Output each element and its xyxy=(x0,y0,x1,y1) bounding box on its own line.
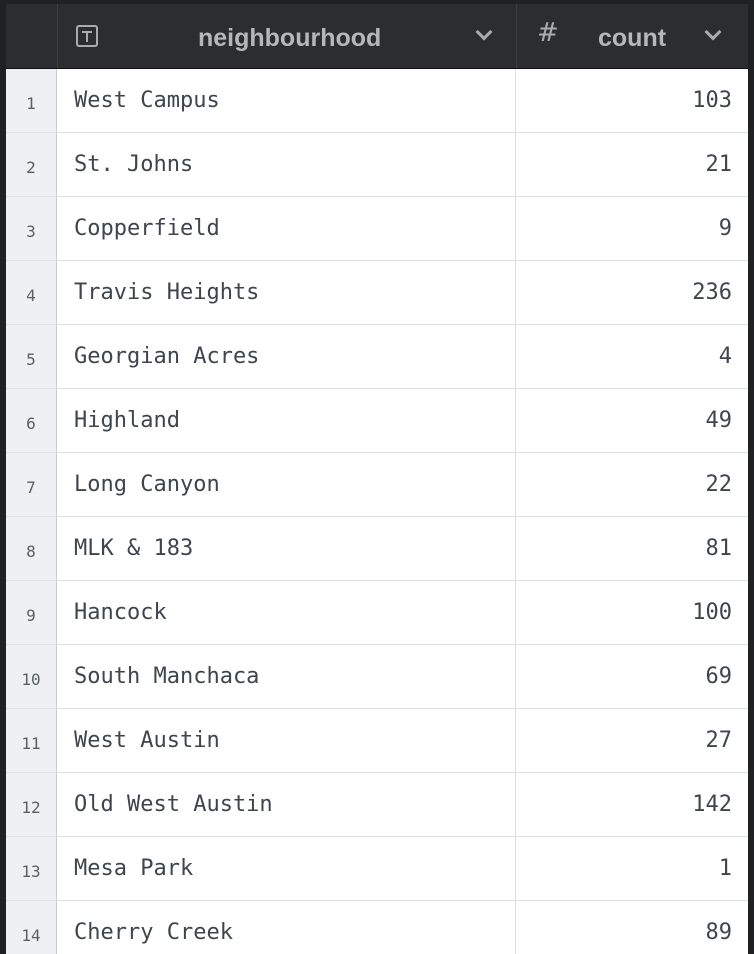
table-row[interactable]: 11 West Austin 27 xyxy=(6,709,748,773)
neighbourhood-cell[interactable]: South Manchaca xyxy=(58,645,516,708)
neighbourhood-cell[interactable]: Hancock xyxy=(58,581,516,644)
neighbourhood-cell[interactable]: Cherry Creek xyxy=(58,901,516,954)
neighbourhood-cell[interactable]: Old West Austin xyxy=(58,773,516,836)
table-row[interactable]: 4 Travis Heights 236 xyxy=(6,261,748,325)
row-number: 10 xyxy=(6,645,57,708)
count-cell[interactable]: 1 xyxy=(718,856,732,881)
row-number: 13 xyxy=(6,837,57,900)
table-row[interactable]: 9 Hancock 100 xyxy=(6,581,748,645)
table-row[interactable]: 1 West Campus 103 xyxy=(6,69,748,133)
table-row[interactable]: 3 Copperfield 9 xyxy=(6,197,748,261)
count-cell[interactable]: 103 xyxy=(692,88,732,113)
table-row[interactable]: 10 South Manchaca 69 xyxy=(6,645,748,709)
count-cell[interactable]: 89 xyxy=(705,920,733,945)
column-label: count xyxy=(598,24,667,52)
row-number: 9 xyxy=(6,581,57,644)
table-row[interactable]: 8 MLK & 183 81 xyxy=(6,517,748,581)
neighbourhood-cell[interactable]: St. Johns xyxy=(58,133,516,196)
chevron-down-icon[interactable] xyxy=(475,23,493,41)
row-number: 14 xyxy=(6,901,57,954)
neighbourhood-cell[interactable]: West Austin xyxy=(58,709,516,772)
neighbourhood-cell[interactable]: Travis Heights xyxy=(58,261,516,324)
neighbourhood-cell[interactable]: MLK & 183 xyxy=(58,517,516,580)
row-number: 1 xyxy=(6,69,57,132)
table-row[interactable]: 7 Long Canyon 22 xyxy=(6,453,748,517)
count-cell[interactable]: 69 xyxy=(705,664,733,689)
table-row[interactable]: 14 Cherry Creek 89 xyxy=(6,901,748,954)
row-number: 12 xyxy=(6,773,57,836)
column-header-count[interactable]: # count xyxy=(517,4,748,68)
neighbourhood-cell[interactable]: Mesa Park xyxy=(58,837,516,900)
text-type-icon xyxy=(76,25,98,47)
count-cell[interactable]: 22 xyxy=(705,472,733,497)
table-row[interactable]: 6 Highland 49 xyxy=(6,389,748,453)
count-cell[interactable]: 142 xyxy=(692,792,732,817)
count-cell[interactable]: 49 xyxy=(705,408,733,433)
table-row[interactable]: 13 Mesa Park 1 xyxy=(6,837,748,901)
row-number: 7 xyxy=(6,453,57,516)
row-number: 3 xyxy=(6,197,57,260)
row-number: 5 xyxy=(6,325,57,388)
count-cell[interactable]: 100 xyxy=(692,600,732,625)
row-number-header xyxy=(6,4,58,68)
table-row[interactable]: 2 St. Johns 21 xyxy=(6,133,748,197)
row-number: 11 xyxy=(6,709,57,772)
neighbourhood-cell[interactable]: Long Canyon xyxy=(58,453,516,516)
neighbourhood-cell[interactable]: Georgian Acres xyxy=(58,325,516,388)
table-row[interactable]: 12 Old West Austin 142 xyxy=(6,773,748,837)
count-cell[interactable]: 236 xyxy=(692,280,732,305)
neighbourhood-cell[interactable]: Copperfield xyxy=(58,197,516,260)
table-header: neighbourhood # count xyxy=(6,4,748,69)
number-type-icon: # xyxy=(537,18,559,48)
row-number: 8 xyxy=(6,517,57,580)
count-cell[interactable]: 81 xyxy=(705,536,733,561)
neighbourhood-cell[interactable]: Highland xyxy=(58,389,516,452)
count-cell[interactable]: 21 xyxy=(705,152,733,177)
count-cell[interactable]: 4 xyxy=(718,344,732,369)
table-row[interactable]: 5 Georgian Acres 4 xyxy=(6,325,748,389)
count-cell[interactable]: 9 xyxy=(718,216,732,241)
row-number: 6 xyxy=(6,389,57,452)
row-number: 4 xyxy=(6,261,57,324)
table-body: 1 West Campus 103 2 St. Johns 21 3 Coppe… xyxy=(6,69,748,954)
data-table: neighbourhood # count 1 West Campus 10 3 … xyxy=(6,4,748,954)
count-cell[interactable]: 27 xyxy=(705,728,733,753)
row-number: 2 xyxy=(6,133,57,196)
chevron-down-icon[interactable] xyxy=(704,23,722,41)
column-header-neighbourhood[interactable]: neighbourhood xyxy=(58,4,517,68)
column-label: neighbourhood xyxy=(198,24,382,52)
neighbourhood-cell[interactable]: West Campus xyxy=(58,69,516,132)
